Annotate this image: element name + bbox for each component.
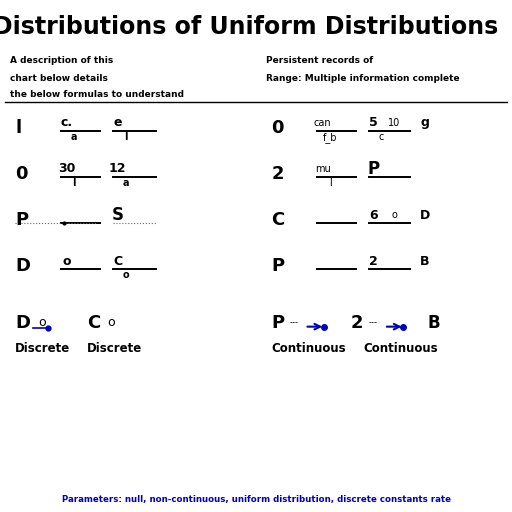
Text: c: c	[379, 132, 384, 142]
Text: 6: 6	[370, 208, 378, 222]
Text: Discrete: Discrete	[87, 342, 142, 355]
Text: o: o	[108, 316, 115, 329]
Text: o: o	[122, 270, 129, 281]
Text: B: B	[428, 313, 440, 332]
Text: a: a	[122, 178, 129, 188]
Text: f_b: f_b	[323, 132, 337, 143]
Text: Continuous: Continuous	[364, 342, 438, 355]
Text: mu: mu	[315, 164, 330, 174]
Text: a: a	[71, 132, 77, 142]
Text: C: C	[87, 313, 100, 332]
Text: 2: 2	[369, 254, 378, 268]
Text: g: g	[420, 116, 430, 130]
Text: 5: 5	[369, 116, 378, 130]
Text: can: can	[314, 118, 331, 128]
Text: D: D	[15, 257, 30, 275]
Text: P: P	[368, 160, 380, 178]
Text: S: S	[112, 206, 124, 224]
Text: chart below details: chart below details	[10, 74, 108, 83]
Text: A description of this: A description of this	[10, 56, 114, 66]
Text: 0: 0	[271, 119, 284, 137]
Text: c.: c.	[60, 116, 73, 130]
Text: o: o	[391, 210, 397, 220]
Text: e: e	[114, 116, 122, 130]
Text: Distributions of Uniform Distributions: Distributions of Uniform Distributions	[0, 15, 498, 39]
Text: 2: 2	[351, 313, 363, 332]
Text: Parameters: null, non-continuous, uniform distribution, discrete constants rate: Parameters: null, non-continuous, unifor…	[61, 495, 451, 504]
Text: 2: 2	[271, 165, 284, 183]
Text: o: o	[62, 254, 71, 268]
Text: 30: 30	[58, 162, 75, 176]
Text: C: C	[113, 254, 122, 268]
Text: l: l	[124, 132, 127, 142]
Text: 0: 0	[15, 165, 28, 183]
Text: Range: Multiple information complete: Range: Multiple information complete	[266, 74, 460, 83]
Text: 12: 12	[109, 162, 126, 176]
Text: P: P	[271, 257, 285, 275]
Text: the below formulas to understand: the below formulas to understand	[10, 90, 184, 99]
Text: 10: 10	[388, 118, 400, 128]
Text: Continuous: Continuous	[271, 342, 346, 355]
Text: Discrete: Discrete	[15, 342, 71, 355]
Text: l: l	[73, 178, 76, 188]
Text: P: P	[271, 313, 285, 332]
Text: D: D	[420, 208, 430, 222]
Text: l: l	[15, 119, 22, 137]
Text: l: l	[329, 178, 332, 188]
Text: Persistent records of: Persistent records of	[266, 56, 373, 66]
Text: ---: ---	[289, 318, 298, 327]
Text: o: o	[38, 316, 46, 329]
Text: P: P	[15, 211, 29, 229]
Text: B: B	[420, 254, 430, 268]
Text: ---: ---	[369, 318, 378, 327]
Text: C: C	[271, 211, 285, 229]
Text: D: D	[15, 313, 30, 332]
